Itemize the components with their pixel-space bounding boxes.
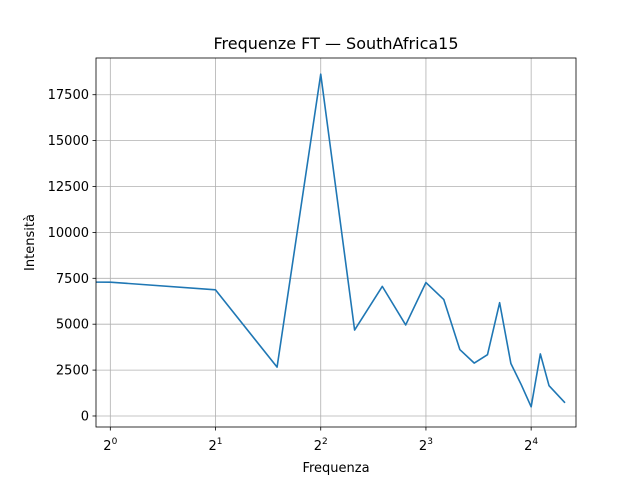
x-tick-label-exponent: 1 bbox=[217, 437, 223, 447]
x-tick-label-base: 2 bbox=[209, 439, 217, 454]
series-line bbox=[96, 73, 566, 408]
series bbox=[96, 73, 566, 408]
x-tick-label-base: 2 bbox=[524, 439, 532, 454]
y-axis-ticks: 0 2500 5000 7500 10000 12500 15000 17500 bbox=[48, 88, 96, 424]
x-tick-label: 21 bbox=[209, 437, 223, 454]
x-tick-label-base: 2 bbox=[314, 439, 322, 454]
plot-frame bbox=[95, 57, 577, 428]
y-tick-label: 5000 bbox=[56, 318, 89, 333]
y-axis-label: Intensità bbox=[23, 214, 38, 271]
x-tick-label-exponent: 3 bbox=[427, 437, 433, 447]
y-tick-label: 7500 bbox=[56, 272, 89, 287]
x-tick-label-base: 2 bbox=[103, 439, 111, 454]
x-axis-ticks: 20 21 22 23 24 bbox=[103, 427, 538, 454]
x-axis-label: Frequenza bbox=[302, 461, 369, 476]
x-tick-label-base: 2 bbox=[419, 439, 427, 454]
x-tick-label-exponent: 0 bbox=[112, 437, 118, 447]
y-tick-label: 12500 bbox=[48, 180, 89, 195]
y-tick-label: 10000 bbox=[48, 226, 89, 241]
y-tick-label: 0 bbox=[81, 409, 89, 424]
x-tick-label-exponent: 4 bbox=[532, 437, 538, 447]
y-tick-label: 17500 bbox=[48, 88, 89, 103]
x-tick-label-exponent: 2 bbox=[322, 437, 328, 447]
x-tick-label: 20 bbox=[103, 437, 117, 454]
x-tick-label: 22 bbox=[314, 437, 328, 454]
x-tick-label: 23 bbox=[419, 437, 433, 454]
chart-title: Frequenze FT — SouthAfrica15 bbox=[213, 34, 458, 53]
y-tick-label: 2500 bbox=[56, 364, 89, 379]
x-tick-label: 24 bbox=[524, 437, 538, 454]
y-tick-label: 15000 bbox=[48, 134, 89, 149]
